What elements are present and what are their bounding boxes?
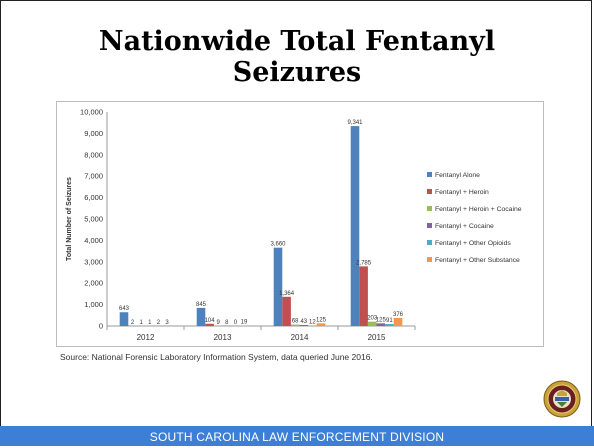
data-label: 19 bbox=[241, 320, 248, 326]
y-tick-label: 1,000 bbox=[84, 300, 103, 309]
x-tick-label: 2015 bbox=[368, 333, 386, 342]
bar bbox=[282, 297, 291, 326]
bar-chart: Total Number of Seizures 0 1,000 2,000 3,000… bbox=[57, 102, 543, 346]
data-label: 68 bbox=[292, 319, 299, 325]
data-label: 43 bbox=[300, 319, 307, 325]
data-label: 1 bbox=[148, 320, 152, 326]
data-label: 3 bbox=[165, 320, 169, 326]
bar bbox=[120, 312, 129, 326]
data-label: 1,364 bbox=[279, 291, 295, 297]
legend-swatch bbox=[427, 257, 432, 262]
bar bbox=[351, 126, 360, 326]
x-tick-label: 2012 bbox=[137, 333, 155, 342]
bar bbox=[394, 318, 403, 326]
legend-entry: Fentanyl + Heroin bbox=[435, 189, 489, 196]
data-label: 643 bbox=[119, 306, 130, 312]
data-label: 8 bbox=[225, 320, 229, 326]
x-tick-label: 2013 bbox=[214, 333, 232, 342]
footer-bar: SOUTH CAROLINA LAW ENFORCEMENT DIVISION bbox=[0, 426, 594, 446]
data-label: 2 bbox=[157, 320, 161, 326]
title-line-2: Seizures bbox=[0, 57, 594, 88]
data-label: 845 bbox=[196, 302, 207, 308]
source-note: Source: National Forensic Laboratory Inf… bbox=[60, 352, 373, 362]
legend-swatch bbox=[427, 172, 432, 177]
data-label: 1 bbox=[140, 320, 144, 326]
y-tick-label: 4,000 bbox=[84, 236, 103, 245]
data-label: 91 bbox=[386, 318, 393, 324]
legend-entry: Fentanyl + Heroin + Cocaine bbox=[435, 206, 522, 213]
legend-swatch bbox=[427, 206, 432, 211]
data-label: 2 bbox=[131, 320, 135, 326]
bar bbox=[317, 323, 326, 326]
data-label: 9 bbox=[217, 320, 221, 326]
sled-badge-icon bbox=[543, 380, 581, 418]
bar bbox=[377, 323, 386, 326]
y-tick-label: 2,000 bbox=[84, 279, 103, 288]
legend-entry: Fentanyl + Other Substance bbox=[435, 257, 520, 264]
x-tick-label: 2014 bbox=[291, 333, 309, 342]
y-tick-label: 6,000 bbox=[84, 193, 103, 202]
data-label: 104 bbox=[205, 318, 216, 324]
data-label: 9,341 bbox=[347, 120, 363, 126]
legend-entry: Fentanyl + Other Opioids bbox=[435, 240, 511, 247]
data-label: 376 bbox=[393, 312, 404, 318]
legend-swatch bbox=[427, 189, 432, 194]
chart-container: Total Number of Seizures 0 1,000 2,000 3,000… bbox=[56, 101, 544, 347]
legend-entry: Fentanyl Alone bbox=[435, 172, 480, 179]
data-label: 3,660 bbox=[270, 242, 286, 248]
legend-swatch bbox=[427, 223, 432, 228]
data-label: 0 bbox=[234, 320, 238, 326]
legend-entry: Fentanyl + Cocaine bbox=[435, 223, 494, 230]
y-tick-label: 7,000 bbox=[84, 172, 103, 181]
bar bbox=[291, 325, 300, 326]
data-label: 125 bbox=[376, 317, 387, 323]
bar bbox=[205, 324, 214, 326]
y-tick-label: 9,000 bbox=[84, 129, 103, 138]
y-axis-label: Total Number of Seizures bbox=[66, 177, 73, 261]
bar bbox=[300, 325, 309, 326]
bar bbox=[385, 324, 394, 326]
y-tick-label: 8,000 bbox=[84, 150, 103, 159]
y-tick-label: 10,000 bbox=[80, 108, 103, 117]
slide-title: Nationwide Total Fentanyl Seizures bbox=[0, 26, 594, 88]
y-tick-label: 0 bbox=[99, 322, 103, 331]
legend-swatch bbox=[427, 240, 432, 245]
title-line-1: Nationwide Total Fentanyl bbox=[0, 26, 594, 57]
data-label: 125 bbox=[316, 317, 327, 323]
y-tick-label: 3,000 bbox=[84, 257, 103, 266]
y-tick-label: 5,000 bbox=[84, 215, 103, 224]
data-label: 2,785 bbox=[356, 260, 372, 266]
bar bbox=[274, 248, 283, 326]
